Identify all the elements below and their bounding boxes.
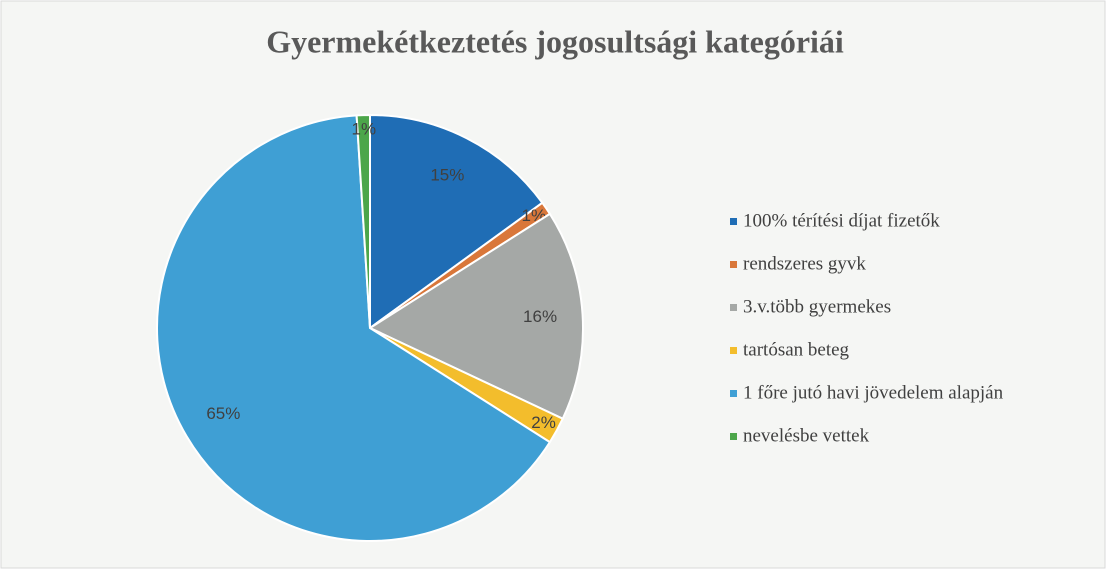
legend-label: 100% térítési díjat fizetők [743,210,940,231]
legend-label: rendszeres gyvk [743,253,866,274]
legend-label: nevelésbe vettek [743,425,870,446]
pie-slice [367,212,584,421]
data-label: 2% [531,413,556,432]
pie-slice [355,113,371,329]
legend-label: 1 főre jutó havi jövedelem alapján [743,382,1004,403]
legend-label: tartósan beteg [743,339,850,360]
legend-swatch [730,390,737,397]
pie-slice [369,113,544,330]
pie-slice [156,114,552,542]
legend-swatch [730,304,737,311]
legend-label: 3.v.több gyermekes [743,296,891,317]
legend-swatch [730,347,737,354]
data-label: 16% [523,307,557,326]
data-label: 15% [430,166,464,185]
legend-swatch [730,218,737,225]
chart-title: Gyermekétkeztetés jogosultsági kategóriá… [266,23,844,59]
legend-swatch [730,433,737,440]
data-label: 65% [206,404,240,423]
legend-swatch [730,261,737,268]
data-label: 1% [351,119,376,138]
